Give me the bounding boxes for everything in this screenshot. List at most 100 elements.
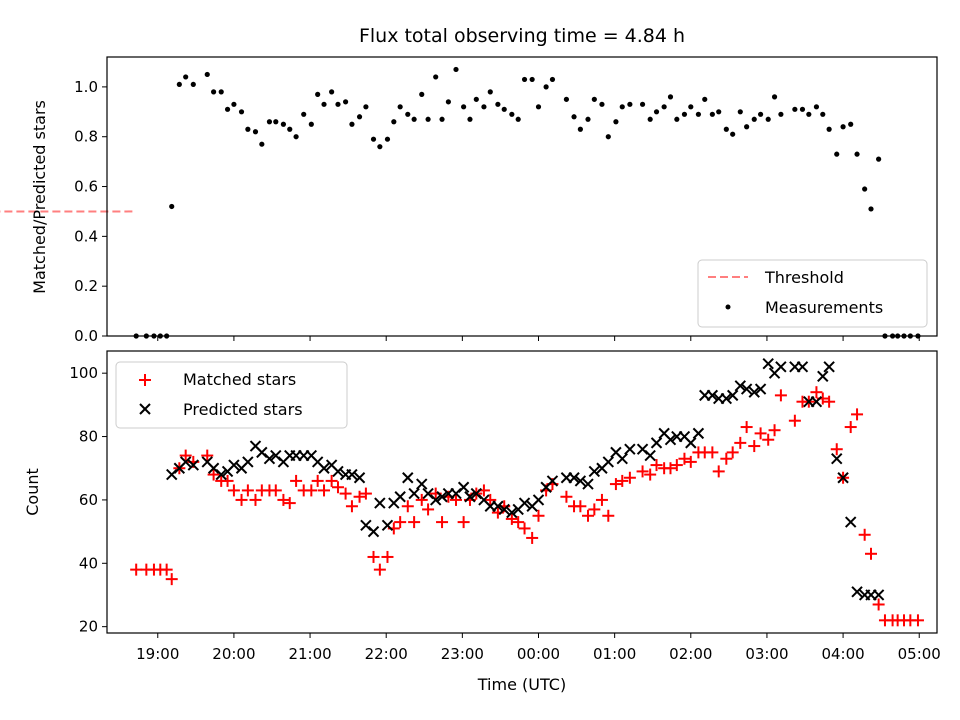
measurement-point bbox=[231, 101, 237, 107]
measurement-point bbox=[826, 126, 832, 132]
predicted-star-point bbox=[831, 453, 843, 465]
measurement-point bbox=[481, 104, 487, 110]
matched-star-point bbox=[678, 452, 691, 465]
measurement-point bbox=[674, 116, 680, 122]
predicted-star-point bbox=[616, 453, 628, 465]
matched-star-point bbox=[616, 474, 629, 487]
y-tick-label: 60 bbox=[79, 491, 98, 509]
measurement-point bbox=[301, 111, 307, 117]
measurement-point bbox=[792, 106, 798, 112]
measurement-point bbox=[204, 71, 210, 78]
measurement-point bbox=[335, 101, 341, 107]
predicted-star-point bbox=[416, 478, 428, 490]
matched-star-point bbox=[367, 550, 380, 563]
predicted-star-point bbox=[650, 437, 663, 449]
matched-star-point bbox=[305, 484, 318, 497]
measurement-point bbox=[653, 109, 660, 115]
chart-title: Flux total observing time = 4.84 h bbox=[359, 25, 685, 47]
matched-star-point bbox=[457, 516, 470, 529]
matched-star-point bbox=[512, 516, 525, 529]
predicted-star-point bbox=[706, 389, 719, 402]
measurement-point bbox=[876, 156, 882, 162]
matched-star-point bbox=[574, 500, 587, 513]
measurement-point bbox=[681, 111, 688, 117]
matched-star-point bbox=[872, 598, 885, 611]
measurement-point bbox=[405, 111, 411, 117]
matched-star-point bbox=[277, 493, 290, 506]
predicted-star-point bbox=[837, 472, 849, 484]
measurement-point bbox=[619, 104, 625, 110]
matched-star-point bbox=[844, 421, 857, 434]
predicted-star-point bbox=[844, 516, 857, 528]
matched-star-point bbox=[526, 531, 539, 544]
predicted-star-point bbox=[374, 497, 386, 509]
measurement-point bbox=[840, 124, 846, 130]
bottom-panel: 20 40 60 80 100 19:00 20:00 21:00 22:00 23:00 00:… bbox=[23, 350, 941, 694]
matched-star-point bbox=[381, 550, 394, 563]
matched-star-point bbox=[560, 490, 573, 503]
matched-star-point bbox=[865, 547, 878, 560]
predicted-star-point bbox=[532, 494, 545, 506]
matched-star-point bbox=[401, 500, 414, 513]
measurement-point bbox=[509, 111, 515, 117]
top-legend: Threshold Measurements bbox=[697, 259, 928, 328]
measurement-point bbox=[176, 81, 182, 88]
x-tick-label: 19:00 bbox=[136, 645, 179, 663]
measurement-point bbox=[577, 126, 583, 132]
matched-star-point bbox=[911, 614, 924, 627]
matched-star-point bbox=[810, 386, 823, 399]
matched-star-point bbox=[762, 433, 775, 446]
predicted-star-point bbox=[817, 370, 829, 383]
predicted-star-point bbox=[367, 525, 380, 538]
matched-star-point bbox=[436, 516, 449, 529]
matched-star-point bbox=[734, 436, 747, 449]
matched-star-point bbox=[241, 484, 254, 497]
matched-star-point bbox=[201, 449, 214, 462]
measurement-point bbox=[862, 186, 868, 192]
predicted-star-point bbox=[720, 392, 733, 405]
matched-star-point bbox=[359, 487, 372, 500]
measurement-point bbox=[848, 121, 854, 127]
legend-measurements-label: Measurements bbox=[765, 298, 883, 317]
predicted-star-point bbox=[748, 386, 760, 398]
predicted-star-point bbox=[318, 462, 330, 474]
measurement-point bbox=[266, 119, 273, 125]
x-tick-label: 22:00 bbox=[365, 645, 408, 663]
measurement-point bbox=[370, 136, 377, 142]
predicted-stars-points bbox=[166, 357, 885, 601]
matched-star-point bbox=[726, 446, 739, 459]
matched-star-point bbox=[830, 443, 843, 456]
measurement-point bbox=[723, 126, 729, 132]
matched-star-point bbox=[644, 468, 657, 481]
predicted-star-point bbox=[394, 491, 406, 503]
matched-star-point bbox=[505, 512, 518, 525]
measurement-point bbox=[535, 104, 542, 110]
measurement-point bbox=[342, 99, 349, 105]
measurement-point bbox=[425, 116, 431, 122]
measurement-point bbox=[806, 111, 812, 117]
matched-star-point bbox=[318, 484, 331, 497]
x-tick-label: 04:00 bbox=[821, 645, 864, 663]
measurement-point bbox=[549, 76, 556, 83]
measurement-point bbox=[238, 109, 245, 115]
predicted-star-point bbox=[754, 383, 767, 395]
predicted-star-point bbox=[381, 519, 394, 531]
measurement-point bbox=[543, 84, 549, 90]
legend-matched-label: Matched stars bbox=[183, 370, 296, 389]
matched-star-point bbox=[740, 421, 753, 434]
measurement-point bbox=[709, 111, 715, 117]
predicted-star-point bbox=[796, 361, 809, 373]
measurement-point bbox=[315, 91, 321, 97]
measurement-point bbox=[799, 106, 806, 112]
measurement-point bbox=[585, 116, 591, 122]
matched-star-point bbox=[311, 474, 324, 487]
top-y-ticks: 0.0 0.2 0.4 0.6 0.8 1.0 bbox=[74, 78, 107, 345]
x-tick-label: 23:00 bbox=[441, 645, 484, 663]
legend-threshold-label: Threshold bbox=[764, 268, 844, 287]
measurement-point bbox=[293, 134, 299, 140]
predicted-star-point bbox=[726, 389, 739, 402]
matched-star-point bbox=[774, 389, 787, 402]
measurement-point bbox=[834, 151, 840, 157]
measurement-point bbox=[211, 89, 217, 95]
